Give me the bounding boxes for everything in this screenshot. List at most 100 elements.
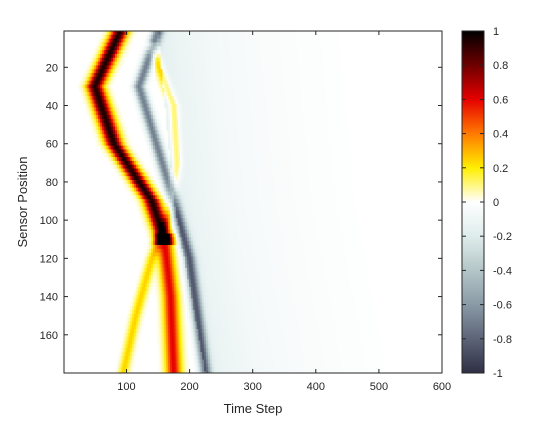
heatmap-cell: [315, 73, 319, 78]
heatmap-cell: [279, 61, 283, 66]
heatmap-cell: [300, 34, 303, 40]
heatmap-cell: [300, 65, 303, 70]
heatmap-cell: [141, 50, 144, 55]
heatmap-cell: [196, 73, 199, 78]
heatmap-cell: [310, 46, 313, 51]
heatmap-cell: [149, 50, 152, 55]
heatmap-cell: [105, 57, 108, 62]
heatmap-cell: [327, 50, 330, 55]
heatmap-cell: [293, 50, 296, 55]
heatmap-cell: [164, 46, 167, 51]
heatmap-cell: [253, 65, 256, 70]
heatmap-cell: [143, 38, 146, 43]
heatmap-cell: [232, 31, 235, 36]
heatmap-cell: [310, 34, 313, 40]
heatmap-cell: [243, 31, 247, 36]
heatmap-cell: [241, 57, 245, 62]
heatmap-cell: [209, 46, 213, 51]
heatmap-cell: [321, 73, 324, 78]
heatmap-cell: [298, 65, 302, 70]
heatmap-cell: [327, 61, 330, 66]
heatmap-cell: [132, 69, 135, 74]
heatmap-cell: [238, 38, 241, 43]
heatmap-cell: [264, 31, 267, 36]
heatmap-cell: [177, 57, 180, 62]
heatmap-cell: [306, 65, 309, 70]
heatmap-cell: [241, 46, 245, 51]
heatmap-cell: [342, 95, 345, 101]
heatmap-cell: [207, 53, 211, 59]
heatmap-cell: [234, 53, 237, 59]
heatmap-cell: [285, 31, 288, 36]
heatmap-cell: [336, 61, 339, 66]
heatmap-cell: [124, 130, 127, 135]
heatmap-cell: [204, 65, 207, 70]
heatmap-cell: [96, 42, 99, 47]
heatmap-cell: [149, 61, 152, 66]
heatmap-cell: [260, 34, 264, 40]
heatmap-cell: [287, 46, 290, 51]
heatmap-cell: [321, 50, 324, 55]
heatmap-cell: [204, 53, 207, 59]
heatmap-cell: [149, 84, 152, 89]
heatmap-cell: [164, 31, 167, 36]
heatmap-cell: [211, 42, 214, 47]
heatmap-cell: [168, 34, 171, 40]
heatmap-cell: [151, 34, 154, 40]
heatmap-cell: [283, 69, 286, 74]
heatmap-cell: [113, 76, 116, 82]
heatmap-cell: [287, 31, 290, 36]
heatmap-cell: [221, 57, 224, 62]
heatmap-cell: [277, 38, 281, 43]
heatmap-cell: [209, 57, 213, 62]
heatmap-cell: [213, 57, 216, 62]
heatmap-cell: [264, 61, 267, 66]
heatmap-cell: [213, 73, 216, 78]
heatmap-cell: [156, 34, 160, 40]
heatmap-cell: [287, 69, 290, 74]
heatmap-cell: [147, 38, 150, 43]
heatmap-cell: [141, 53, 144, 59]
heatmap-cell: [211, 38, 214, 43]
heatmap-cell: [101, 50, 105, 55]
heatmap-cell: [264, 50, 267, 55]
heatmap-cell: [152, 95, 156, 101]
heatmap-cell: [279, 69, 283, 74]
heatmap-cell: [192, 69, 196, 74]
heatmap-cell: [257, 34, 260, 40]
heatmap-cell: [319, 73, 322, 78]
heatmap-cell: [312, 65, 315, 70]
heatmap-cell: [321, 31, 324, 36]
heatmap-cell: [219, 50, 222, 55]
heatmap-cell: [185, 42, 188, 47]
heatmap-cell: [117, 46, 120, 51]
heatmap-cell: [253, 57, 256, 62]
heatmap-cell: [234, 73, 237, 78]
heatmap-cell: [294, 46, 298, 51]
heatmap-cell: [294, 31, 298, 36]
heatmap-cell: [329, 50, 332, 55]
heatmap-cell: [224, 57, 228, 62]
heatmap-cell: [190, 46, 194, 51]
heatmap-cell: [187, 57, 190, 62]
heatmap-cell: [141, 69, 144, 74]
heatmap-cell: [347, 164, 351, 169]
heatmap-cell: [156, 42, 160, 47]
heatmap-cell: [175, 61, 178, 66]
heatmap-cell: [149, 57, 152, 62]
heatmap-cell: [115, 99, 118, 105]
heatmap-cell: [258, 31, 262, 36]
heatmap-cell: [347, 153, 351, 158]
heatmap-cell: [151, 46, 154, 51]
heatmap-cell: [166, 69, 169, 74]
heatmap-cell: [323, 31, 326, 36]
heatmap-cell: [158, 57, 161, 62]
heatmap-cell: [310, 65, 313, 70]
heatmap-cell: [152, 46, 156, 51]
heatmap-cell: [99, 73, 103, 78]
heatmap-cell: [181, 57, 184, 62]
heatmap-cell: [329, 31, 332, 36]
heatmap-cell: [257, 46, 260, 51]
heatmap-cell: [304, 73, 307, 78]
heatmap-cell: [332, 46, 336, 51]
